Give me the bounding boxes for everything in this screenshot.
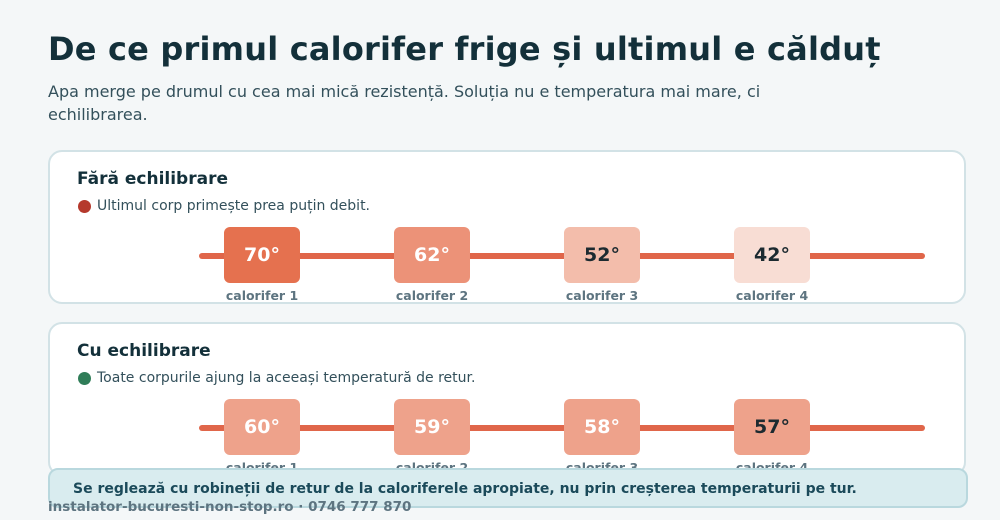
panel-note: Toate corpurile ajung la aceeași tempera… bbox=[78, 370, 475, 386]
radiator-temperature: 62° bbox=[414, 244, 450, 266]
panel-note-text: Toate corpurile ajung la aceeași tempera… bbox=[97, 370, 476, 386]
tip-banner-text: Se reglează cu robineții de retur de la … bbox=[73, 481, 857, 497]
radiator-temperature: 57° bbox=[754, 416, 790, 438]
radiator-3: 52° bbox=[564, 227, 640, 283]
radiator-1: 60° bbox=[224, 399, 300, 455]
panel-title: Cu echilibrare bbox=[77, 341, 211, 361]
radiator-label: calorifer 2 bbox=[395, 288, 469, 303]
radiator-temperature: 60° bbox=[244, 416, 280, 438]
radiator-2: 59° bbox=[394, 399, 470, 455]
radiator-temperature: 59° bbox=[414, 416, 450, 438]
pipe-line bbox=[199, 425, 925, 431]
radiator-4: 57° bbox=[734, 399, 810, 455]
page-subtitle: Apa merge pe drumul cu cea mai mică rezi… bbox=[48, 82, 761, 124]
radiator-3: 58° bbox=[564, 399, 640, 455]
pipe-line bbox=[199, 253, 925, 259]
radiator-label: calorifer 4 bbox=[735, 288, 809, 303]
green-dot-icon bbox=[78, 371, 91, 385]
tip-banner: Se reglează cu robineții de retur de la … bbox=[48, 468, 968, 508]
red-dot-icon bbox=[78, 199, 91, 213]
panel-note: Ultimul corp primește prea puțin debit. bbox=[78, 198, 370, 214]
radiator-label: calorifer 3 bbox=[565, 288, 639, 303]
radiator-4: 42° bbox=[734, 227, 810, 283]
radiator-temperature: 52° bbox=[584, 244, 620, 266]
page-title: De ce primul calorifer frige și ultimul … bbox=[48, 30, 881, 68]
radiator-1: 70° bbox=[224, 227, 300, 283]
footer-contact: instalator-bucuresti-non-stop.ro · 0746 … bbox=[48, 499, 412, 515]
panel-without-balancing: Fără echilibrare Ultimul corp primește p… bbox=[48, 150, 966, 304]
radiator-temperature: 70° bbox=[244, 244, 280, 266]
panel-note-text: Ultimul corp primește prea puțin debit. bbox=[97, 198, 371, 214]
radiator-label: calorifer 1 bbox=[225, 288, 299, 303]
panel-with-balancing: Cu echilibrare Toate corpurile ajung la … bbox=[48, 322, 966, 476]
radiator-temperature: 58° bbox=[584, 416, 620, 438]
radiator-2: 62° bbox=[394, 227, 470, 283]
radiator-temperature: 42° bbox=[754, 244, 790, 266]
panel-title: Fără echilibrare bbox=[77, 169, 228, 189]
